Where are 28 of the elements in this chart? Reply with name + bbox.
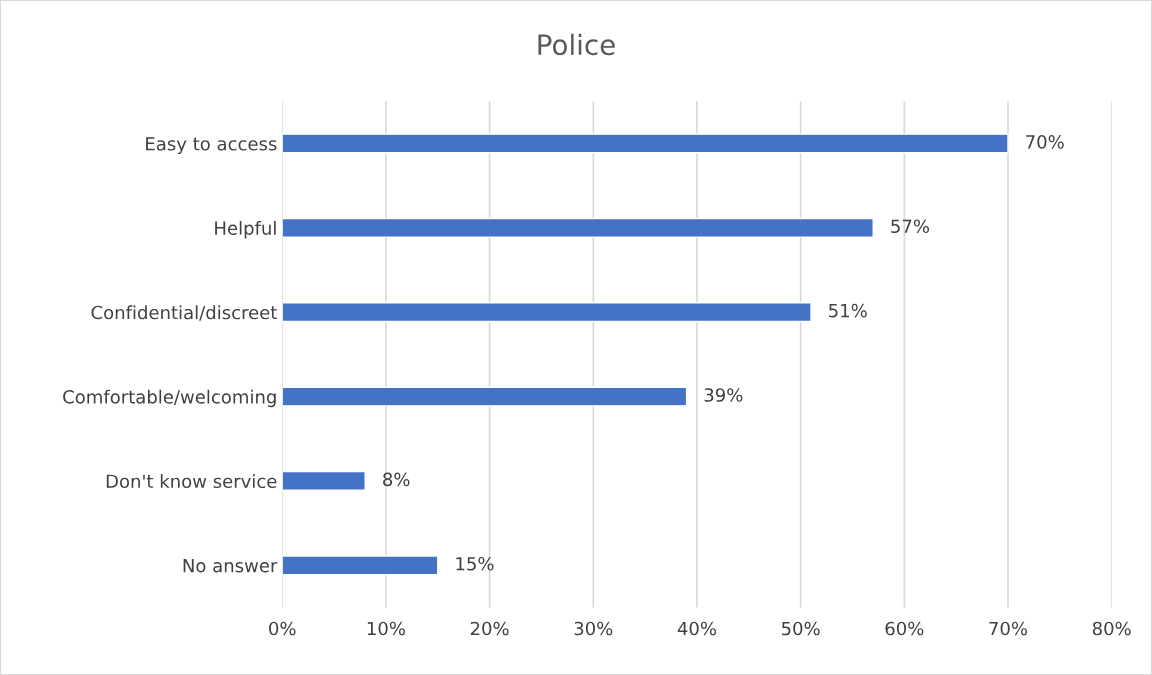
data-label: 39% [704, 388, 743, 402]
x-tick-label: 50% [781, 621, 820, 636]
bar [282, 302, 812, 323]
x-tick-label: 40% [677, 621, 717, 636]
y-tick-label: No answer [183, 559, 278, 573]
x-tick-label: 0% [269, 621, 296, 636]
y-tick-label: Don't know service [106, 474, 277, 489]
bar [282, 217, 874, 238]
y-tick-label: Confidential/discreet [91, 305, 277, 321]
data-label: 51% [829, 303, 867, 318]
x-tick-label: 60% [885, 621, 924, 636]
bar [282, 386, 688, 407]
x-tick-label: 20% [470, 621, 509, 636]
y-tick-label: Easy to access [146, 137, 277, 155]
x-tick-label: 70% [989, 621, 1028, 636]
y-tick-label: Comfortable/welcoming [63, 389, 276, 408]
data-label: 70% [1026, 135, 1064, 149]
data-label: 15% [456, 556, 494, 571]
chart-title: Police [538, 33, 615, 56]
y-tick-label: Helpful [215, 220, 276, 239]
data-label: 57% [891, 219, 930, 234]
bar [282, 470, 366, 491]
bar [282, 555, 439, 576]
x-tick-label: 10% [367, 621, 405, 636]
bar [282, 133, 1009, 154]
x-tick-label: 30% [574, 621, 613, 636]
data-label: 8% [383, 472, 410, 487]
x-tick-label: 80% [1092, 621, 1131, 636]
